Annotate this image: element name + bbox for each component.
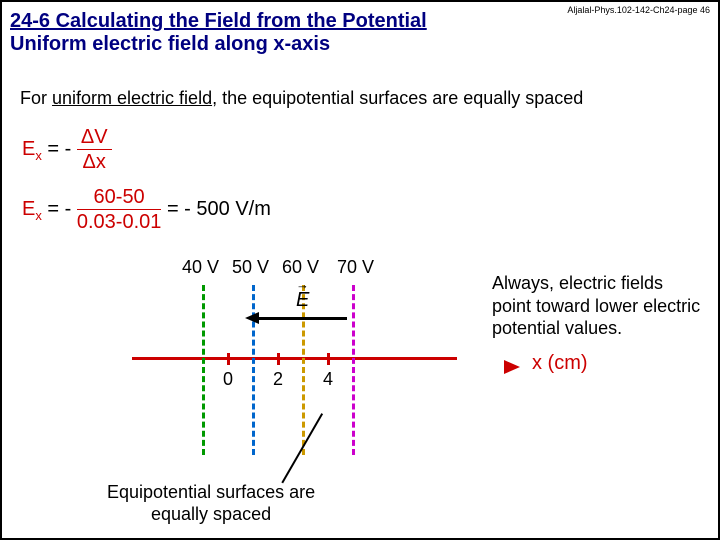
intro-post: , the equipotential surfaces are equally… [212, 88, 583, 108]
page-header-note: Aljalal-Phys.102-142-Ch24-page 46 [567, 5, 710, 15]
potential-label: 40 V [182, 257, 219, 278]
f1-frac: ΔV Δx [77, 127, 112, 172]
intro-underline: uniform electric field [52, 88, 212, 108]
x-axis-label: x (cm) [532, 352, 588, 375]
e-vector-arrow-icon [245, 312, 259, 324]
axis-tick-label: 0 [223, 369, 233, 390]
f1-eq: = - [47, 138, 76, 160]
f2-lhs: Ex [22, 198, 42, 220]
intro-pre: For [20, 88, 52, 108]
axis-tick [277, 353, 280, 365]
f2-eq: = - [47, 198, 76, 220]
f2-result: = - 500 V/m [167, 198, 271, 220]
e-vector-hat-icon: → [296, 277, 309, 292]
x-axis [132, 357, 457, 360]
axis-tick [327, 353, 330, 365]
field-diagram: 40 V 50 V 60 V 70 V 0 2 4 E→ [132, 257, 492, 477]
axis-tick-label: 4 [323, 369, 333, 390]
equipotential-line [252, 285, 255, 455]
bottom-note-l2: equally spaced [107, 504, 315, 526]
axis-tick-label: 2 [273, 369, 283, 390]
axis-tick [227, 353, 230, 365]
x-arrow-icon [504, 360, 520, 374]
formula-1: Ex = - ΔV Δx [22, 127, 112, 172]
potential-label: 60 V [282, 257, 319, 278]
f2-frac: 60-50 0.03-0.01 [77, 187, 162, 232]
bottom-note-l1: Equipotential surfaces are [107, 482, 315, 504]
page-title: 24-6 Calculating the Field from the Pote… [10, 10, 427, 56]
e-vector-line [257, 317, 347, 320]
potential-label: 70 V [337, 257, 374, 278]
side-note: Always, electric fields point toward low… [492, 272, 702, 340]
f1-lhs: Ex [22, 138, 42, 160]
intro-text: For uniform electric field, the equipote… [20, 88, 583, 109]
title-line-1: 24-6 Calculating the Field from the Pote… [10, 10, 427, 33]
bottom-note: Equipotential surfaces are equally space… [107, 482, 315, 525]
equipotential-line [202, 285, 205, 455]
equipotential-line [352, 285, 355, 455]
potential-label: 50 V [232, 257, 269, 278]
title-line-2: Uniform electric field along x-axis [10, 33, 427, 56]
formula-2: Ex = - 60-50 0.03-0.01 = - 500 V/m [22, 187, 271, 232]
e-vector-label: E [296, 289, 309, 312]
